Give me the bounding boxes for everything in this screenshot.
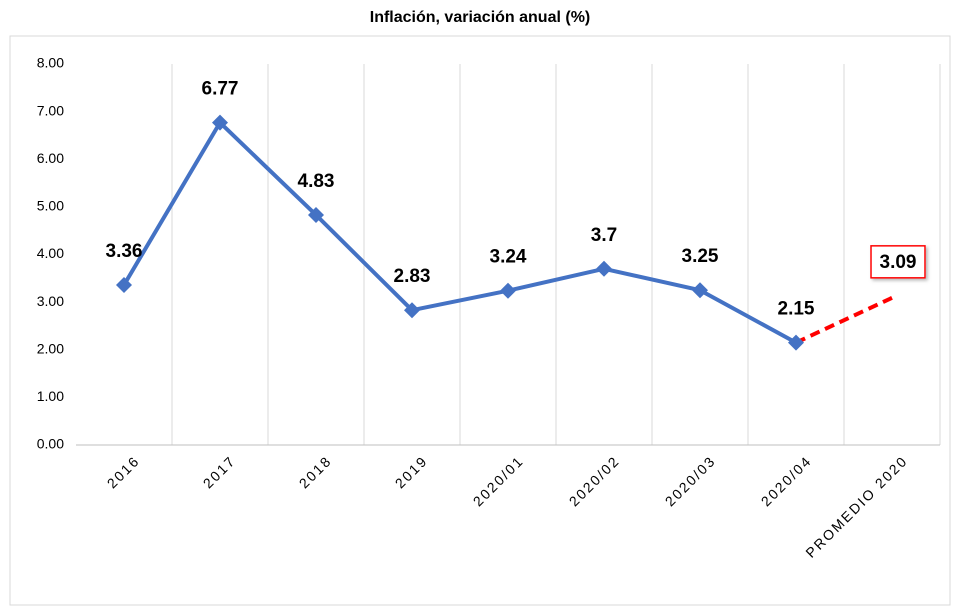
x-tick-label: 2017 [200, 452, 239, 491]
data-label: 2.15 [778, 299, 815, 320]
x-tick-label: 2020/01 [470, 452, 527, 509]
data-label: 4.83 [298, 171, 335, 192]
marker [500, 282, 516, 299]
x-tick-label: 2020/04 [758, 452, 815, 509]
x-tick-label: 2020/03 [662, 452, 719, 509]
y-tick-label: 3.00 [37, 293, 64, 309]
x-tick-label: 2020/02 [566, 452, 623, 509]
marker [404, 302, 420, 319]
projection-line [795, 296, 893, 345]
marker [212, 114, 228, 131]
chart-frame [9, 35, 951, 606]
marker [596, 260, 612, 277]
data-label: 3.36 [106, 241, 143, 262]
data-label: 3.25 [682, 246, 719, 267]
y-tick-label: 8.00 [37, 55, 64, 71]
highlight-box [870, 245, 926, 279]
x-tick-label: 2019 [392, 452, 431, 491]
y-tick-label: 6.00 [37, 150, 64, 166]
marker [788, 334, 804, 351]
data-label: 3.09 [880, 252, 917, 273]
y-tick-label: 0.00 [37, 436, 64, 452]
data-label: 3.7 [591, 225, 617, 246]
line [122, 120, 797, 345]
y-tick-label: 4.00 [37, 245, 64, 261]
y-tick-label: 2.00 [37, 340, 64, 356]
y-tick-label: 5.00 [37, 198, 64, 214]
x-tick-label: 2018 [296, 452, 335, 491]
marker [116, 276, 132, 293]
data-label: 2.83 [394, 266, 431, 287]
data-label: 6.77 [202, 79, 239, 100]
marker [308, 206, 324, 223]
y-tick-label: 1.00 [37, 388, 64, 404]
marker [692, 282, 708, 299]
x-tick-label: 2016 [104, 452, 143, 491]
chart-title: Inflación, variación anual (%) [370, 9, 591, 26]
x-tick-label: PROMEDIO 2020 [802, 452, 910, 560]
data-label: 3.24 [490, 247, 527, 268]
y-tick-label: 7.00 [37, 102, 64, 118]
